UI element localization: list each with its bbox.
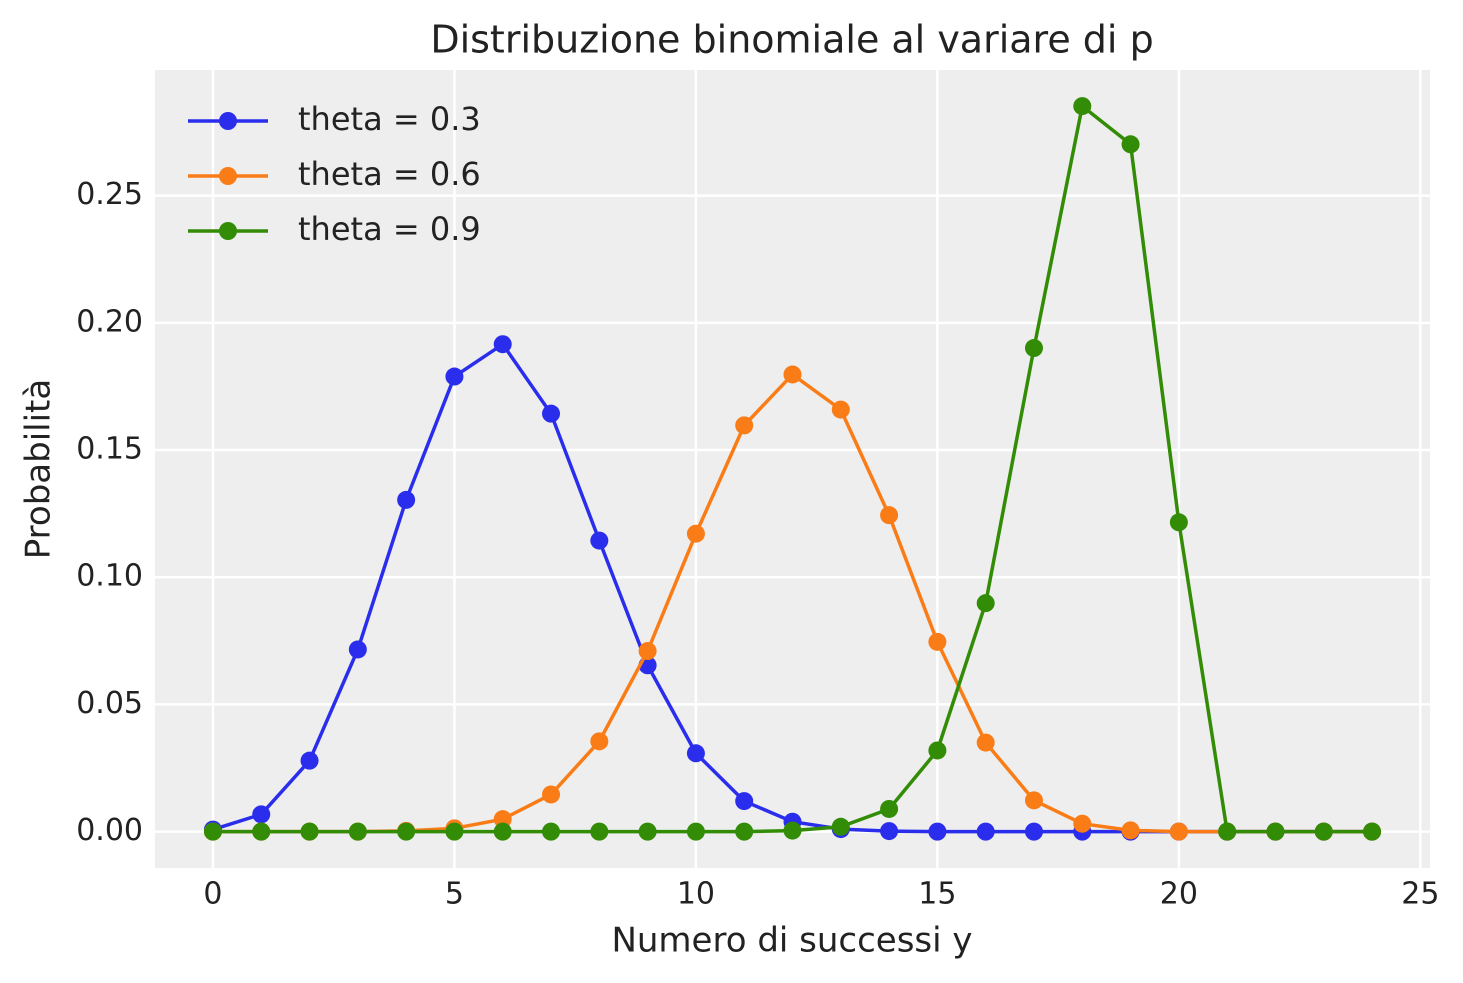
point [880, 506, 899, 525]
point [928, 632, 947, 651]
point [735, 792, 754, 811]
point [300, 822, 319, 841]
point [928, 822, 947, 841]
point [1073, 97, 1092, 116]
legend-label: theta = 0.3 [298, 100, 481, 138]
point [397, 490, 416, 509]
point [493, 810, 512, 829]
x-tick-label: 5 [445, 877, 464, 912]
x-tick-label: 15 [918, 877, 956, 912]
point [1121, 135, 1140, 154]
point [976, 594, 995, 613]
y-tick-label: 0.05 [76, 686, 143, 721]
point [783, 365, 802, 384]
point [735, 416, 754, 435]
point [203, 822, 222, 841]
point [976, 822, 995, 841]
point [1121, 821, 1140, 840]
legend-label: theta = 0.9 [298, 210, 481, 248]
point [831, 400, 850, 419]
point [1024, 339, 1043, 358]
legend-marker [219, 222, 237, 240]
point [1314, 822, 1333, 841]
y-tick-label: 0.15 [76, 432, 143, 467]
point [928, 741, 947, 760]
point [445, 822, 464, 841]
y-tick-label: 0.00 [76, 813, 143, 848]
point [1363, 822, 1382, 841]
point [493, 335, 512, 354]
x-tick-label: 25 [1401, 877, 1439, 912]
x-tick-label: 0 [203, 877, 222, 912]
point [445, 367, 464, 386]
legend-label: theta = 0.6 [298, 155, 481, 193]
point [590, 822, 609, 841]
point [686, 524, 705, 543]
point [1169, 822, 1188, 841]
y-tick-label: 0.10 [76, 559, 143, 594]
point [493, 822, 512, 841]
point [1169, 513, 1188, 532]
legend-marker [219, 167, 237, 185]
plot-area [155, 70, 1430, 868]
legend-marker [219, 112, 237, 130]
point [252, 822, 271, 841]
point [783, 821, 802, 840]
point [976, 733, 995, 752]
y-tick-label: 0.20 [76, 304, 143, 339]
point [1024, 791, 1043, 810]
point [1266, 822, 1285, 841]
point [590, 531, 609, 550]
point [542, 822, 561, 841]
point [1073, 814, 1092, 833]
point [397, 822, 416, 841]
point [252, 805, 271, 824]
point [638, 822, 657, 841]
point [590, 732, 609, 751]
x-axis-label: Numero di successi y [611, 921, 972, 961]
point [542, 785, 561, 804]
point [638, 642, 657, 661]
point [542, 404, 561, 423]
chart-title: Distribuzione binomiale al variare di p [430, 18, 1153, 62]
point [348, 822, 367, 841]
point [735, 822, 754, 841]
y-tick-label: 0.25 [76, 177, 143, 212]
point [686, 822, 705, 841]
point [880, 822, 899, 841]
point [300, 751, 319, 770]
point [831, 817, 850, 836]
x-tick-label: 10 [677, 877, 715, 912]
x-tick-label: 20 [1160, 877, 1198, 912]
y-axis-label: Probabilità [19, 379, 59, 559]
point [1218, 822, 1237, 841]
point [686, 744, 705, 763]
point [880, 799, 899, 818]
point [1024, 822, 1043, 841]
point [348, 640, 367, 659]
